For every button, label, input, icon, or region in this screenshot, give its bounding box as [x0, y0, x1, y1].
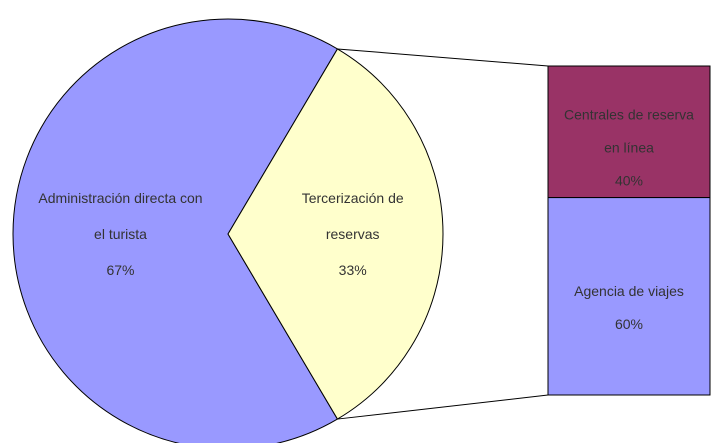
label-name: Agencia de viajes [574, 283, 684, 300]
label-name: Centrales de reserva en línea [564, 106, 694, 156]
label-value: 33% [338, 262, 367, 278]
bar-label: Agencia de viajes 60% [562, 275, 697, 341]
bar-label: Centrales de reserva en línea 40% [562, 98, 697, 197]
pie-slice [227, 48, 444, 420]
label-value: 40% [614, 172, 644, 189]
pie-label: Tercerización de reservas 33% [295, 180, 410, 288]
label-name: Tercerización de reservas [301, 190, 404, 242]
pie-slice [12, 18, 339, 443]
bar-segment [547, 197, 711, 396]
label-value: 67% [106, 262, 135, 278]
connector-line [337, 394, 549, 420]
bar-segment [547, 65, 711, 199]
connector-line [337, 48, 549, 67]
label-name: Administración directa con el turista [38, 190, 203, 242]
pie-label: Administración directa con el turista 67% [33, 180, 208, 288]
label-value: 60% [614, 316, 644, 333]
